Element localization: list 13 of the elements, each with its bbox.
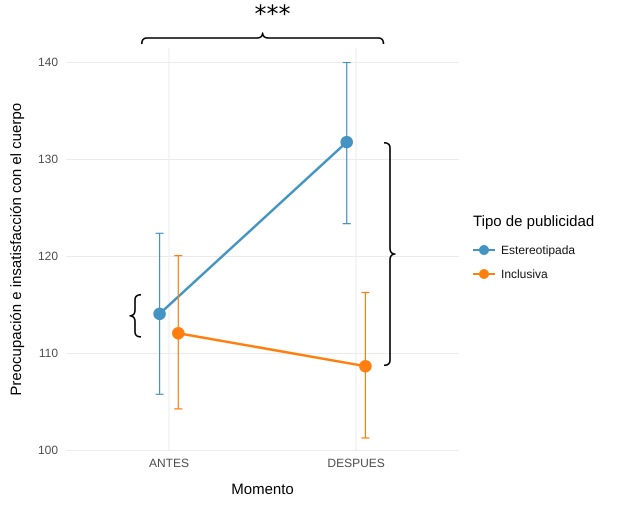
y-tick-label: 100	[38, 442, 58, 457]
y-tick-label: 140	[38, 54, 58, 69]
legend-label: Estereotipada	[501, 242, 576, 257]
y-axis-title: Preocupación e insatisfacción con el cuerpo	[8, 102, 26, 396]
y-tick-label: 120	[38, 248, 58, 263]
x-axis-title: Momento	[231, 481, 294, 498]
legend-title: Tipo de publicidad	[473, 212, 596, 230]
y-tick-label: 130	[38, 152, 58, 166]
x-tick-label: ANTES	[148, 456, 189, 470]
legend-label: Inclusiva	[501, 266, 548, 281]
x-tick-label: DESPUES	[327, 456, 385, 470]
text: ***	[254, 0, 291, 28]
y-tick-label: 110	[38, 346, 58, 360]
